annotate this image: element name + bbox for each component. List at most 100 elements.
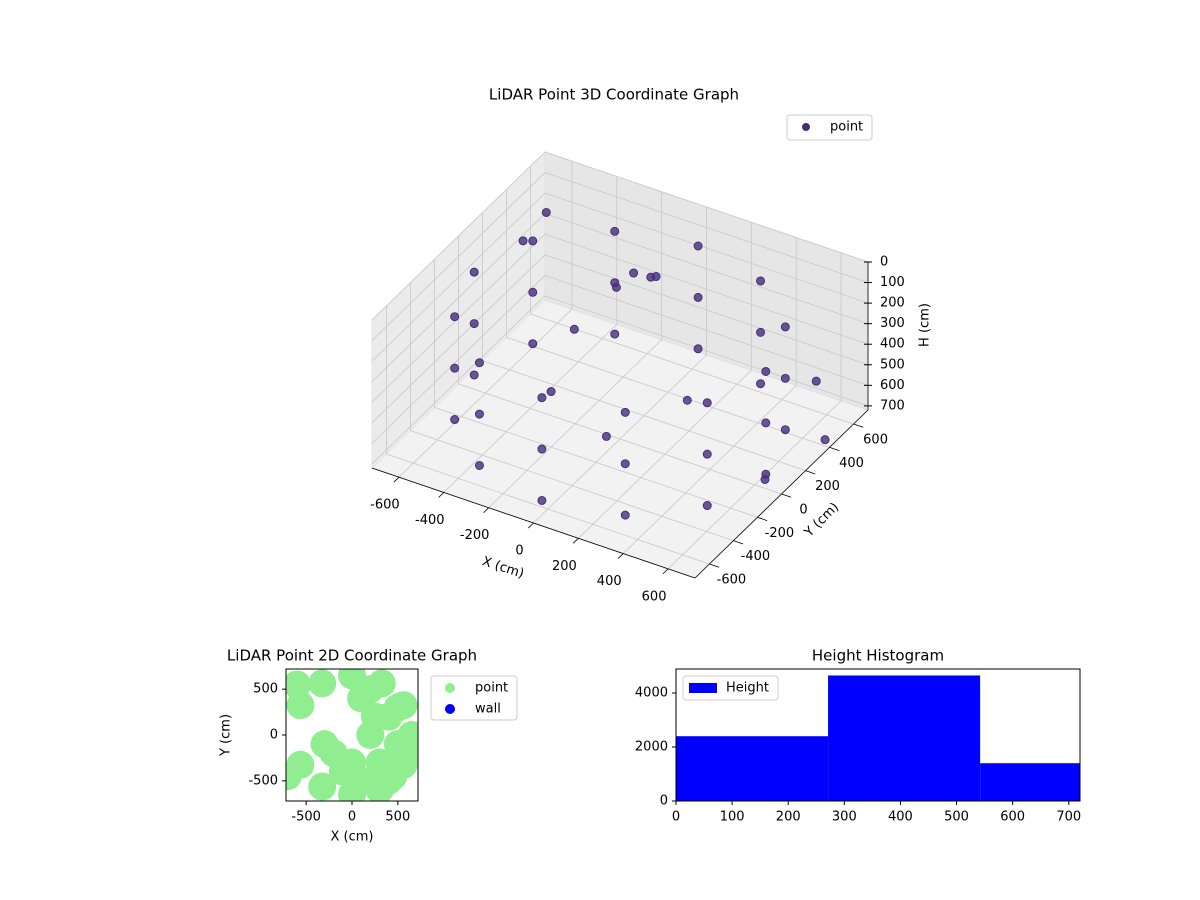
y-tick-label: 0	[799, 503, 807, 518]
y-tick-label: -500	[248, 773, 278, 788]
z-tick-label: 300	[880, 316, 905, 331]
y-tick-label: -200	[765, 526, 795, 541]
point	[780, 373, 790, 383]
grid-line	[434, 406, 758, 518]
y-tick-label: 0	[660, 794, 668, 809]
y-tick-label: 2000	[635, 740, 668, 755]
point	[537, 444, 547, 454]
y-axis-label: Y (cm)	[219, 714, 234, 757]
point	[286, 762, 302, 791]
point	[811, 376, 821, 386]
x-tick	[438, 492, 445, 498]
point	[518, 236, 528, 246]
point	[620, 459, 630, 469]
grid-line	[544, 213, 869, 325]
legend-box	[786, 114, 873, 141]
y-tick	[829, 446, 840, 452]
bar	[676, 736, 829, 801]
legend-label: point	[830, 120, 863, 135]
legend-label: Height	[726, 681, 769, 696]
grid-line	[371, 213, 546, 382]
grid-line	[506, 336, 830, 448]
z-tick-label: 600	[880, 378, 905, 393]
y-tick-label: 200	[815, 479, 840, 494]
point	[469, 370, 479, 380]
x-tick-label: 200	[776, 810, 801, 825]
y-tick-label: -400	[741, 549, 771, 564]
y-tick-label: -600	[717, 573, 747, 588]
point	[310, 730, 339, 759]
legend-marker	[445, 683, 455, 693]
point	[308, 772, 337, 801]
point	[756, 276, 766, 286]
point	[528, 287, 538, 297]
grid-line	[458, 383, 782, 495]
y-tick	[733, 540, 744, 545]
point	[780, 425, 790, 435]
bar	[828, 675, 981, 801]
grid-line	[544, 274, 869, 386]
grid-line	[544, 233, 869, 345]
point	[328, 757, 357, 786]
y-tick-label: 0	[270, 728, 278, 743]
legend-marker	[445, 704, 455, 714]
bar	[980, 763, 1080, 801]
point	[761, 418, 771, 428]
x-axis-line	[371, 467, 696, 579]
y-tick-label: 600	[863, 433, 888, 448]
point	[374, 766, 403, 795]
y-tick-label: 400	[839, 456, 864, 471]
point	[474, 358, 484, 368]
point	[356, 675, 385, 704]
point	[469, 267, 479, 277]
legend-box	[682, 675, 779, 701]
y-tick-label: 4000	[635, 686, 668, 701]
y-tick-label: 500	[253, 682, 278, 697]
grid-line	[371, 254, 546, 424]
point	[286, 670, 311, 699]
legend-label: point	[475, 681, 508, 696]
x-tick-label: 200	[552, 559, 577, 574]
point	[541, 207, 551, 217]
x-tick-label: 500	[944, 810, 969, 825]
grid-line	[371, 295, 546, 465]
point	[702, 398, 712, 408]
z-tick-label: 500	[880, 357, 905, 372]
grid-line	[544, 172, 869, 283]
z-tick-label: 100	[880, 275, 905, 290]
point	[569, 324, 579, 334]
point	[450, 363, 460, 373]
point	[651, 272, 661, 282]
point	[756, 379, 766, 389]
x-tick-label: -200	[460, 528, 490, 543]
plot-area	[676, 675, 1080, 801]
point	[620, 510, 630, 520]
point	[629, 268, 639, 278]
z-axis-label: H (cm)	[918, 303, 933, 347]
y-tick	[805, 470, 816, 475]
y-tick	[853, 423, 864, 428]
x-tick	[662, 568, 669, 575]
grid-line	[482, 360, 806, 472]
z-tick-label: 700	[880, 398, 905, 413]
grid-line	[371, 172, 546, 341]
point	[756, 327, 766, 337]
x-tick-label: 0	[672, 810, 680, 825]
point	[693, 292, 703, 302]
chart-title: LiDAR Point 3D Coordinate Graph	[489, 86, 739, 104]
x-tick-label: 0	[515, 544, 523, 559]
x-tick	[483, 507, 489, 514]
z-tick-label: 400	[880, 337, 905, 352]
z-tick-label: 200	[880, 296, 905, 311]
point	[528, 339, 538, 349]
point	[528, 236, 538, 246]
y-tick	[757, 516, 768, 522]
x-tick-label: 300	[832, 810, 857, 825]
point	[286, 691, 315, 720]
chart-title: LiDAR Point 2D Coordinate Graph	[227, 647, 477, 665]
point	[469, 319, 479, 329]
x-tick-label: -500	[291, 810, 321, 825]
legend-label: wall	[475, 702, 501, 717]
x-tick-label: 400	[888, 810, 913, 825]
x-tick-label: -600	[370, 498, 400, 513]
